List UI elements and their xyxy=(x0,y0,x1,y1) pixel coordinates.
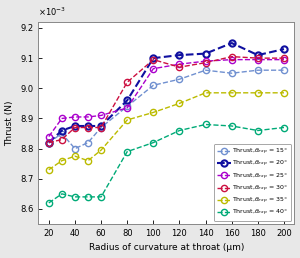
Thrust,$\theta_{exp}$ = 40$\degree$ xyxy=(152,141,155,144)
Thrust,$\theta_{exp}$ = 30$\degree$ xyxy=(204,61,207,64)
Thrust,$\theta_{exp}$ = 35$\degree$ xyxy=(282,91,286,94)
Thrust,$\theta_{exp}$ = 30$\degree$ xyxy=(256,57,260,60)
Legend: Thrust,$\theta_{exp}$ = 15$\degree$, Thrust,$\theta_{exp}$ = 20$\degree$, Thrust: Thrust,$\theta_{exp}$ = 15$\degree$, Thr… xyxy=(214,144,291,221)
Thrust,$\theta_{exp}$ = 20$\degree$ xyxy=(99,124,103,127)
Thrust,$\theta_{exp}$ = 15$\degree$ xyxy=(73,147,77,150)
Thrust,$\theta_{exp}$ = 15$\degree$ xyxy=(204,69,207,72)
Text: $\times10^{-3}$: $\times10^{-3}$ xyxy=(38,5,66,18)
Line: Thrust,$\theta_{exp}$ = 40$\degree$: Thrust,$\theta_{exp}$ = 40$\degree$ xyxy=(46,121,287,206)
Thrust,$\theta_{exp}$ = 25$\degree$ xyxy=(86,115,90,118)
Thrust,$\theta_{exp}$ = 30$\degree$ xyxy=(152,58,155,61)
Thrust,$\theta_{exp}$ = 40$\degree$ xyxy=(204,123,207,126)
Thrust,$\theta_{exp}$ = 30$\degree$ xyxy=(73,126,77,129)
Thrust,$\theta_{exp}$ = 15$\degree$ xyxy=(282,69,286,72)
Thrust,$\theta_{exp}$ = 15$\degree$ xyxy=(86,141,90,144)
Thrust,$\theta_{exp}$ = 25$\degree$ xyxy=(230,58,233,61)
Line: Thrust,$\theta_{exp}$ = 30$\degree$: Thrust,$\theta_{exp}$ = 30$\degree$ xyxy=(46,53,287,146)
Thrust,$\theta_{exp}$ = 20$\degree$ xyxy=(282,47,286,51)
Thrust,$\theta_{exp}$ = 35$\degree$ xyxy=(204,91,207,94)
Thrust,$\theta_{exp}$ = 30$\degree$ xyxy=(282,57,286,60)
Thrust,$\theta_{exp}$ = 25$\degree$ xyxy=(73,115,77,118)
Thrust,$\theta_{exp}$ = 40$\degree$ xyxy=(125,150,129,153)
Thrust,$\theta_{exp}$ = 25$\degree$ xyxy=(125,106,129,109)
Thrust,$\theta_{exp}$ = 40$\degree$ xyxy=(47,201,51,204)
Thrust,$\theta_{exp}$ = 25$\degree$ xyxy=(152,67,155,70)
Thrust,$\theta_{exp}$ = 35$\degree$ xyxy=(125,118,129,122)
Thrust,$\theta_{exp}$ = 40$\degree$ xyxy=(230,124,233,127)
Thrust,$\theta_{exp}$ = 40$\degree$ xyxy=(86,195,90,198)
Thrust,$\theta_{exp}$ = 35$\degree$ xyxy=(152,111,155,114)
Thrust,$\theta_{exp}$ = 35$\degree$ xyxy=(178,102,181,105)
Thrust,$\theta_{exp}$ = 20$\degree$ xyxy=(125,99,129,102)
Thrust,$\theta_{exp}$ = 25$\degree$ xyxy=(178,63,181,66)
Y-axis label: Thrust (N): Thrust (N) xyxy=(6,100,15,146)
Line: Thrust,$\theta_{exp}$ = 20$\degree$: Thrust,$\theta_{exp}$ = 20$\degree$ xyxy=(46,40,287,146)
Thrust,$\theta_{exp}$ = 40$\degree$ xyxy=(178,129,181,132)
Thrust,$\theta_{exp}$ = 25$\degree$ xyxy=(204,60,207,63)
Thrust,$\theta_{exp}$ = 15$\degree$ xyxy=(152,84,155,87)
Thrust,$\theta_{exp}$ = 35$\degree$ xyxy=(47,168,51,171)
Thrust,$\theta_{exp}$ = 20$\degree$ xyxy=(73,124,77,127)
Thrust,$\theta_{exp}$ = 20$\degree$ xyxy=(256,54,260,57)
Thrust,$\theta_{exp}$ = 30$\degree$ xyxy=(99,126,103,129)
Thrust,$\theta_{exp}$ = 15$\degree$ xyxy=(256,69,260,72)
Thrust,$\theta_{exp}$ = 35$\degree$ xyxy=(73,155,77,158)
Thrust,$\theta_{exp}$ = 25$\degree$ xyxy=(256,58,260,61)
X-axis label: Radius of curvature at throat (μm): Radius of curvature at throat (μm) xyxy=(89,244,244,252)
Thrust,$\theta_{exp}$ = 35$\degree$ xyxy=(86,159,90,162)
Thrust,$\theta_{exp}$ = 30$\degree$ xyxy=(60,138,64,141)
Thrust,$\theta_{exp}$ = 15$\degree$ xyxy=(47,141,51,144)
Thrust,$\theta_{exp}$ = 35$\degree$ xyxy=(60,159,64,162)
Thrust,$\theta_{exp}$ = 15$\degree$ xyxy=(125,105,129,108)
Thrust,$\theta_{exp}$ = 15$\degree$ xyxy=(60,132,64,135)
Line: Thrust,$\theta_{exp}$ = 25$\degree$: Thrust,$\theta_{exp}$ = 25$\degree$ xyxy=(46,57,287,140)
Thrust,$\theta_{exp}$ = 20$\degree$ xyxy=(178,54,181,57)
Thrust,$\theta_{exp}$ = 30$\degree$ xyxy=(47,141,51,144)
Thrust,$\theta_{exp}$ = 40$\degree$ xyxy=(256,129,260,132)
Thrust,$\theta_{exp}$ = 25$\degree$ xyxy=(47,135,51,138)
Thrust,$\theta_{exp}$ = 15$\degree$ xyxy=(178,78,181,81)
Thrust,$\theta_{exp}$ = 40$\degree$ xyxy=(99,195,103,198)
Thrust,$\theta_{exp}$ = 15$\degree$ xyxy=(230,72,233,75)
Thrust,$\theta_{exp}$ = 30$\degree$ xyxy=(230,55,233,58)
Thrust,$\theta_{exp}$ = 20$\degree$ xyxy=(86,124,90,127)
Thrust,$\theta_{exp}$ = 30$\degree$ xyxy=(178,66,181,69)
Thrust,$\theta_{exp}$ = 20$\degree$ xyxy=(60,129,64,132)
Thrust,$\theta_{exp}$ = 25$\degree$ xyxy=(282,58,286,61)
Thrust,$\theta_{exp}$ = 40$\degree$ xyxy=(73,195,77,198)
Thrust,$\theta_{exp}$ = 20$\degree$ xyxy=(230,42,233,45)
Thrust,$\theta_{exp}$ = 25$\degree$ xyxy=(60,117,64,120)
Thrust,$\theta_{exp}$ = 20$\degree$ xyxy=(47,141,51,144)
Thrust,$\theta_{exp}$ = 40$\degree$ xyxy=(282,126,286,129)
Thrust,$\theta_{exp}$ = 20$\degree$ xyxy=(152,57,155,60)
Thrust,$\theta_{exp}$ = 35$\degree$ xyxy=(230,91,233,94)
Thrust,$\theta_{exp}$ = 25$\degree$ xyxy=(99,114,103,117)
Thrust,$\theta_{exp}$ = 35$\degree$ xyxy=(99,149,103,152)
Thrust,$\theta_{exp}$ = 40$\degree$ xyxy=(60,192,64,195)
Thrust,$\theta_{exp}$ = 30$\degree$ xyxy=(86,126,90,129)
Thrust,$\theta_{exp}$ = 15$\degree$ xyxy=(99,126,103,129)
Thrust,$\theta_{exp}$ = 35$\degree$ xyxy=(256,91,260,94)
Line: Thrust,$\theta_{exp}$ = 15$\degree$: Thrust,$\theta_{exp}$ = 15$\degree$ xyxy=(46,67,287,152)
Thrust,$\theta_{exp}$ = 20$\degree$ xyxy=(204,52,207,55)
Line: Thrust,$\theta_{exp}$ = 35$\degree$: Thrust,$\theta_{exp}$ = 35$\degree$ xyxy=(46,90,287,173)
Thrust,$\theta_{exp}$ = 30$\degree$ xyxy=(125,81,129,84)
